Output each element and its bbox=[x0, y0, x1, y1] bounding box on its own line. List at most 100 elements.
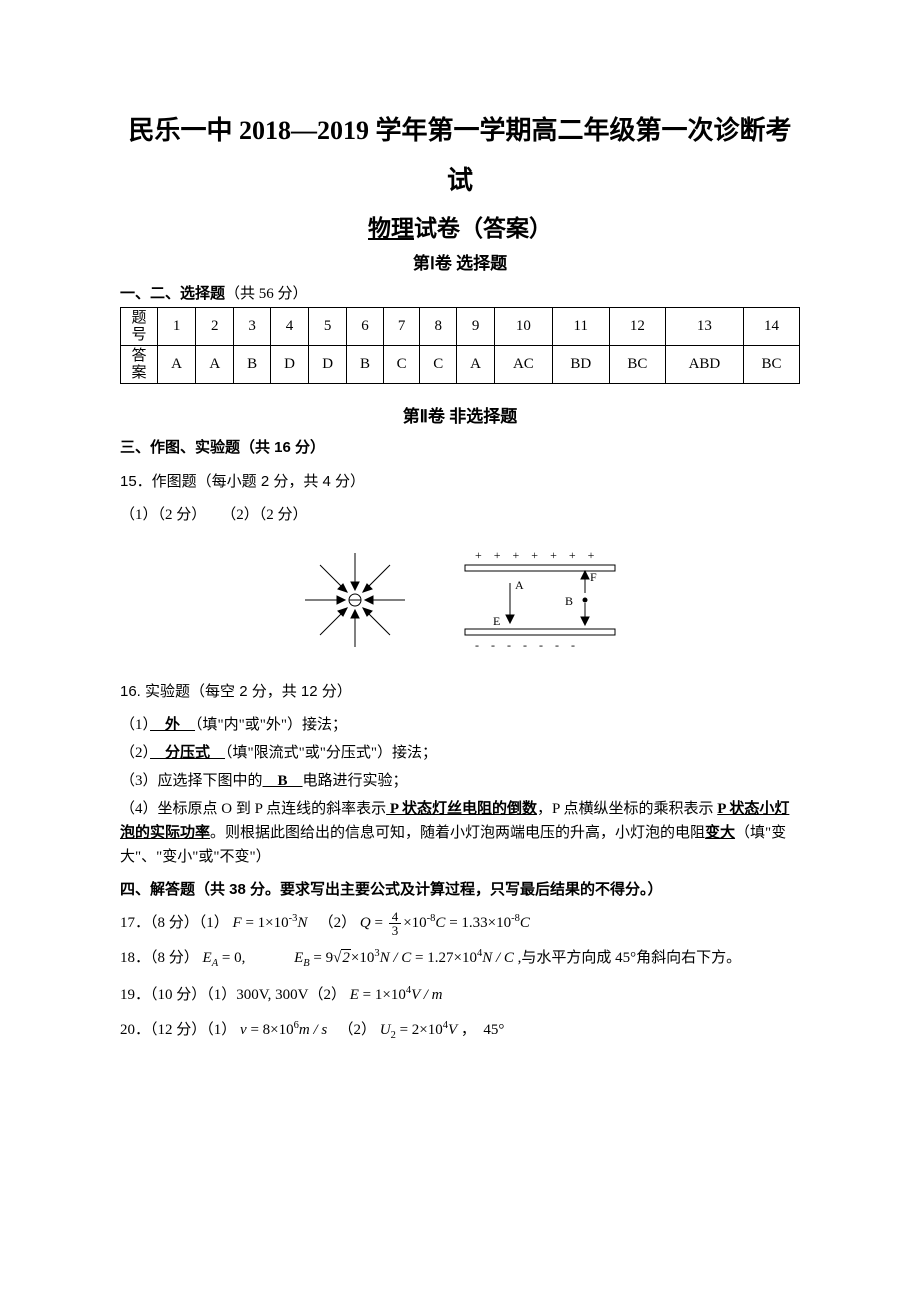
q17-eq1-rhs: = 1×10 bbox=[242, 915, 289, 931]
q17-eq2-lhs: Q bbox=[360, 915, 371, 931]
answer-cell: BD bbox=[552, 346, 609, 384]
answer-cell: BC bbox=[609, 346, 665, 384]
q16-l2a: （2） bbox=[120, 745, 150, 761]
q18-eb-eq: = 9 bbox=[310, 950, 333, 966]
section1-heading: 一、二、选择题（共 56 分） bbox=[120, 282, 800, 303]
q16-l1a: （1） bbox=[120, 717, 150, 733]
figures-row: + + + + + + + - - - - - - - A F B bbox=[120, 545, 800, 655]
q20-text: 20．（12 分）（1） bbox=[120, 1022, 236, 1038]
answer-cell: A bbox=[196, 346, 234, 384]
q16-l4c: 。则根据此图给出的信息可知，随着小灯泡两端电压的升高，小灯泡的电阻 bbox=[210, 825, 705, 841]
answer-cell: B bbox=[234, 346, 271, 384]
answer-cell: D bbox=[309, 346, 347, 384]
exam-title-line1: 民乐一中 2018—2019 学年第一学期高二年级第一次诊断考 bbox=[120, 110, 800, 152]
q15-stem: 15．作图题（每小题 2 分，共 4 分） bbox=[120, 469, 800, 496]
q20-u-rhs: = 2×10 bbox=[396, 1022, 443, 1038]
q20-u-unit: V bbox=[448, 1022, 457, 1038]
answer-cell: AC bbox=[495, 346, 552, 384]
qnum-cell: 11 bbox=[552, 308, 609, 346]
q17-eq2-b: = 1.33×10 bbox=[445, 915, 511, 931]
q16-l4-u1: P 状态灯丝电阻的倒数 bbox=[386, 801, 537, 817]
q17-eq2-unit2: C bbox=[520, 915, 530, 931]
section3-heading: 三、作图、实验题（共 16 分） bbox=[120, 435, 800, 461]
q16-l3b: 电路进行实验； bbox=[303, 773, 408, 789]
q16-line4: （4）坐标原点 O 到 P 点连线的斜率表示 P 状态灯丝电阻的倒数，P 点横纵… bbox=[120, 797, 800, 869]
q20-line: 20．（12 分）（1） v = 8×106m / s （2） U2 = 2×1… bbox=[120, 1017, 800, 1046]
q17-eq2-unit: C bbox=[435, 915, 445, 931]
q18-eb-rest: ×10 bbox=[351, 950, 374, 966]
q18-tail: ,与水平方向成 45°角斜向右下方。 bbox=[514, 950, 741, 966]
frac-num: 4 bbox=[389, 910, 402, 924]
figure-field-lines-icon bbox=[295, 545, 415, 655]
q18-eb: E bbox=[294, 950, 303, 966]
q19-text: 19．（10 分）（1）300V, 300V（2） bbox=[120, 987, 346, 1003]
qnum-cell: 8 bbox=[420, 308, 457, 346]
row-label-number: 题号 bbox=[121, 308, 158, 346]
section1-heading-text: 一、二、选择题 bbox=[120, 286, 225, 302]
qnum-cell: 10 bbox=[495, 308, 552, 346]
q20-v-unit: m / s bbox=[299, 1022, 327, 1038]
q15-stem-text: 15．作图题（每小题 2 分，共 4 分） bbox=[120, 473, 365, 490]
answer-cell: B bbox=[347, 346, 384, 384]
q20-u-lhs: U bbox=[380, 1022, 391, 1038]
q16-stem: 16. 实验题（每空 2 分，共 12 分） bbox=[120, 679, 800, 705]
table-row-numbers: 题号 1 2 3 4 5 6 7 8 9 10 11 12 13 14 bbox=[121, 308, 800, 346]
q19-lhs: E bbox=[350, 987, 359, 1003]
q18-pre: 18．（8 分） bbox=[120, 950, 199, 966]
q18-eb-b: = 1.27×10 bbox=[411, 950, 477, 966]
q16-line3: （3）应选择下图中的 B 电路进行实验； bbox=[120, 769, 800, 793]
q18-eb-unit2: N / C bbox=[482, 950, 514, 966]
qnum-cell: 3 bbox=[234, 308, 271, 346]
q16-l4a: （4）坐标原点 O 到 P 点连线的斜率表示 bbox=[120, 801, 386, 817]
q16-line2: （2） 分压式 （填"限流式"或"分压式"）接法； bbox=[120, 741, 800, 765]
q16-l3-blank: B bbox=[263, 773, 303, 789]
q18-eb-unit: N / C bbox=[380, 950, 412, 966]
qnum-cell: 12 bbox=[609, 308, 665, 346]
section4-heading: 四、解答题（共 38 分。要求写出主要公式及计算过程，只写最后结果的不得分。） bbox=[120, 877, 800, 903]
qnum-cell: 7 bbox=[383, 308, 420, 346]
q19-unit: V / m bbox=[411, 987, 442, 1003]
q16-l2b: （填"限流式"或"分压式"）接法； bbox=[225, 745, 437, 761]
q20-tail: ， 45° bbox=[457, 1022, 504, 1038]
q17-line: 17．（8 分）（1） F = 1×10-3N （2） Q = 43×10-8C… bbox=[120, 910, 800, 937]
section1-score: （共 56 分） bbox=[225, 286, 308, 302]
qnum-cell: 6 bbox=[347, 308, 384, 346]
svg-text:F: F bbox=[590, 570, 597, 584]
answer-cell: D bbox=[270, 346, 308, 384]
q20-mid: （2） bbox=[331, 1022, 376, 1038]
q16-l4b: ，P 点横纵坐标的乘积表示 bbox=[537, 801, 714, 817]
sqrt-val: 2 bbox=[341, 949, 351, 966]
q17-pre: 17．（8 分）（1） bbox=[120, 915, 229, 931]
svg-text:B: B bbox=[565, 594, 573, 608]
q17-eq2-exp2: -8 bbox=[511, 913, 520, 924]
q16-l2-blank: 分压式 bbox=[150, 745, 225, 761]
answer-cell: C bbox=[383, 346, 420, 384]
table-row-answers: 答案 A A B D D B C C A AC BD BC ABD BC bbox=[121, 346, 800, 384]
q16-l3a: （3）应选择下图中的 bbox=[120, 773, 263, 789]
fraction-icon: 43 bbox=[389, 910, 402, 937]
frac-den: 3 bbox=[389, 924, 402, 937]
q18-ea-val: = 0, bbox=[218, 950, 290, 966]
q17-eq2-rhs: ×10 bbox=[403, 915, 426, 931]
part2-label: 第Ⅱ卷 非选择题 bbox=[120, 402, 800, 427]
exam-subtitle: 物理试卷（答案） bbox=[120, 209, 800, 243]
answer-cell: BC bbox=[744, 346, 800, 384]
q17-mid: （2） bbox=[311, 915, 356, 931]
answer-cell: C bbox=[420, 346, 457, 384]
answer-cell: A bbox=[158, 346, 196, 384]
q15-parts: （1）（2 分） （2）（2 分） bbox=[120, 503, 800, 527]
sqrt-icon: 2 bbox=[333, 945, 351, 972]
qnum-cell: 13 bbox=[665, 308, 743, 346]
subtitle-underlined: 物理 bbox=[368, 216, 414, 241]
qnum-cell: 9 bbox=[457, 308, 495, 346]
qnum-cell: 4 bbox=[270, 308, 308, 346]
q18-line: 18．（8 分） EA = 0, EB = 92×103N / C = 1.27… bbox=[120, 945, 800, 974]
q20-v-lhs: v bbox=[240, 1022, 247, 1038]
q16-l1b: （填"内"或"外"）接法； bbox=[195, 717, 347, 733]
qnum-cell: 5 bbox=[309, 308, 347, 346]
q16-l1-blank: 外 bbox=[150, 717, 195, 733]
part1-label: 第Ⅰ卷 选择题 bbox=[120, 249, 800, 274]
q17-eq1-lhs: F bbox=[233, 915, 242, 931]
answer-cell: A bbox=[457, 346, 495, 384]
q19-line: 19．（10 分）（1）300V, 300V（2） E = 1×104V / m bbox=[120, 982, 800, 1009]
